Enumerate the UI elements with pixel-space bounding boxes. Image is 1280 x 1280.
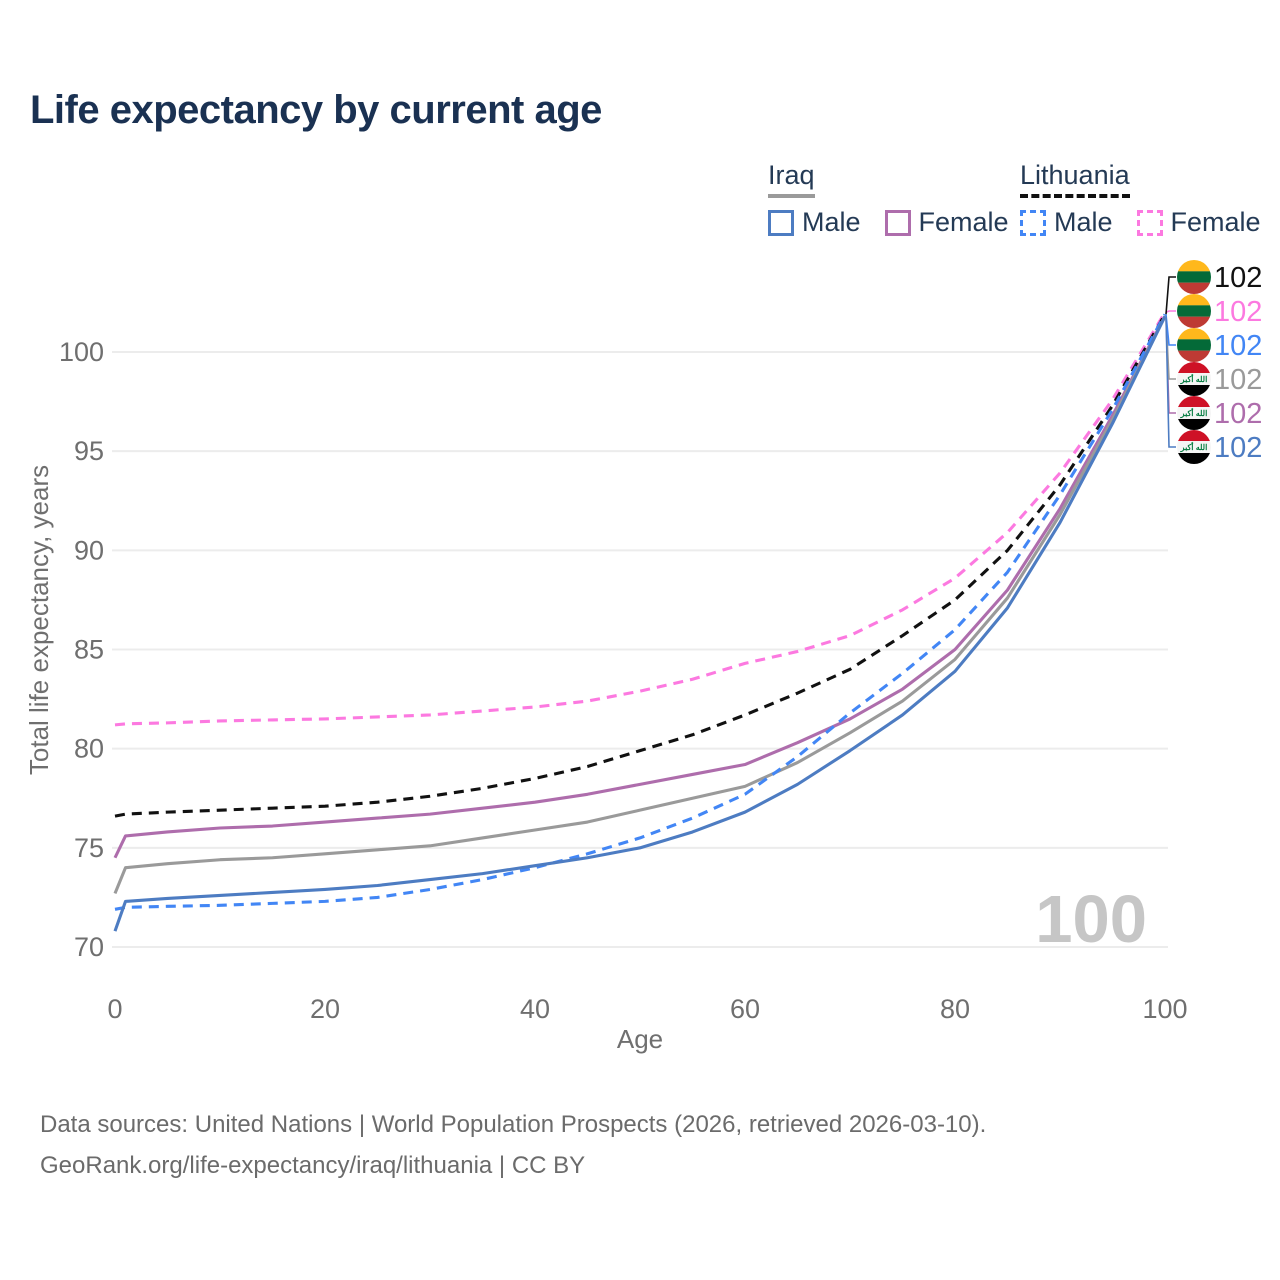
lithuania-female-swatch-icon[interactable] [1136,209,1163,236]
y-tick-label: 90 [74,535,104,565]
y-tick-label: 70 [74,932,104,962]
end-label-leader [1165,316,1176,448]
x-tick-label: 0 [107,994,122,1024]
lithuania-flag-icon [1177,294,1211,328]
end-value-label: 102 [1214,296,1262,328]
series-line-lithuania [114,313,1167,818]
iraq-male-swatch-icon[interactable] [768,209,794,236]
y-axis-title: Total life expectancy, years [24,465,54,775]
legend-group-lithuania: Lithuania Male Female [1020,160,1261,238]
legend-group-iraq: Iraq Male Female [768,160,1009,238]
x-tick-label: 40 [520,994,550,1024]
end-value-label: 102 [1214,432,1262,464]
legend-label-iraq-female: Female [918,207,1009,237]
data-sources-text: Data sources: United Nations | World Pop… [40,1111,987,1138]
flag-stripe [1177,430,1211,441]
x-tick-label: 20 [310,994,340,1024]
x-tick-label: 80 [940,994,970,1024]
page-title: Life expectancy by current age [30,88,602,132]
source-url-text: GeoRank.org/life-expectancy/iraq/lithuan… [40,1152,586,1179]
x-axis-title: Age [617,1024,663,1054]
flag-stripe [1177,362,1211,373]
flag-stripe [1177,396,1211,407]
flag-stripe [1177,316,1211,328]
legend-label-iraq-male: Male [802,207,861,237]
end-label-leader [1165,310,1176,314]
iraq-female-swatch-icon[interactable] [884,209,911,236]
x-tick-label: 100 [1142,994,1187,1024]
flag-stripe [1177,339,1211,351]
iraq-flag-icon: الله أكبر [1177,396,1211,430]
flag-script: الله أكبر [1180,440,1208,453]
y-tick-label: 95 [74,436,104,466]
flag-stripe [1177,407,1211,419]
legend-header-iraq: Iraq [768,160,815,198]
x-tick-label: 60 [730,994,760,1024]
legend-items-lithuania: Male Female [1020,207,1261,238]
end-value-label: 102 [1214,330,1262,362]
lithuania-male-swatch-icon[interactable] [1020,209,1046,236]
flag-stripe [1177,294,1211,306]
y-tick-label: 80 [74,734,104,764]
legend-item-lithuania-female[interactable]: Female [1136,207,1261,238]
age-watermark: 100 [1035,882,1147,957]
flag-stripe [1177,305,1211,317]
flag-stripe [1177,385,1211,396]
flag-stripe [1177,350,1211,362]
legend-item-iraq-male[interactable]: Male [768,207,861,238]
end-label-leader [1165,276,1176,315]
series-line-iraq [113,315,1167,895]
end-value-label: 102 [1214,262,1262,294]
lithuania-flag-icon [1177,260,1211,294]
flag-stripe [1177,260,1211,272]
series-line-lithuania-male [114,313,1167,911]
end-label-leader [1165,314,1176,346]
series-line-lithuania-female [114,311,1167,727]
y-tick-label: 75 [74,833,104,863]
legend-item-lithuania-male[interactable]: Male [1020,207,1113,238]
chart-footer: Data sources: United Nations | World Pop… [40,1104,986,1186]
flag-stripe [1177,373,1211,385]
legend-header-lithuania: Lithuania [1020,160,1130,198]
legend-item-iraq-female[interactable]: Female [884,207,1009,238]
end-value-label: 102 [1214,364,1262,396]
flag-stripe [1177,419,1211,430]
y-tick-label: 85 [74,635,104,665]
y-tick-label: 100 [59,337,104,367]
flag-stripe [1177,441,1211,453]
legend-items-iraq: Male Female [768,207,1009,238]
flag-stripe [1177,271,1211,283]
legend-label-lithuania-male: Male [1054,207,1113,237]
flag-script: الله أكبر [1180,406,1208,419]
lithuania-flag-icon [1177,328,1211,362]
iraq-flag-icon: الله أكبر [1177,430,1211,464]
series-line-iraq-female [113,315,1167,859]
flag-stripe [1177,282,1211,294]
flag-script: الله أكبر [1180,372,1208,385]
legend-label-lithuania-female: Female [1170,207,1261,237]
flag-stripe [1177,453,1211,464]
iraq-flag-icon: الله أكبر [1177,362,1211,396]
series-line-iraq-male [113,315,1167,932]
flag-stripe [1177,328,1211,340]
end-value-label: 102 [1214,398,1262,430]
